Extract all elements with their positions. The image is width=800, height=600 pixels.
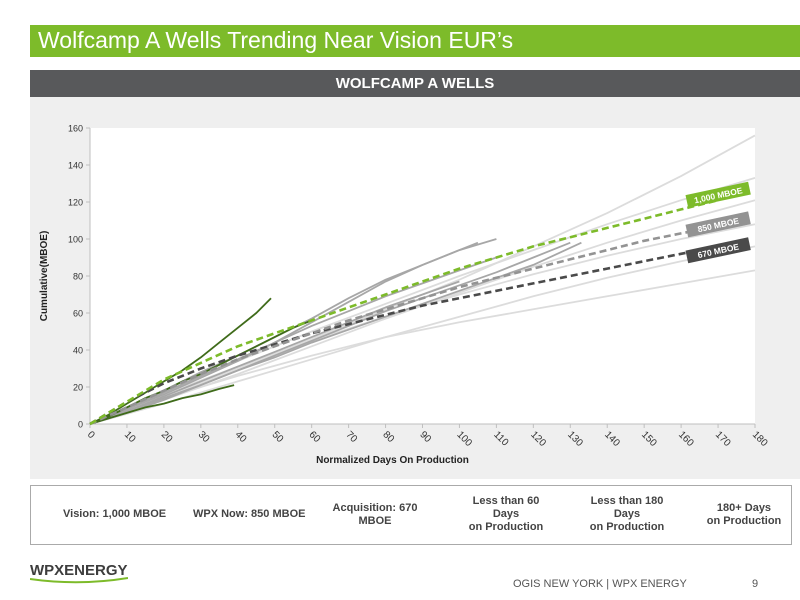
legend-label-vision: Vision: 1,000 MBOE [63, 508, 167, 520]
series-line-lt180 [89, 280, 460, 425]
footer-text: OGIS NEW YORK | WPX ENERGY [513, 578, 687, 590]
x-tick-label: 150 [639, 429, 659, 449]
cumulative-production-chart: 0 20 40 60 80 100 120 140 160 0 10 20 30 40 50 60 70 80 90… [39, 124, 770, 467]
y-tick-label: 20 [73, 383, 83, 393]
series-line-lt180 [89, 241, 582, 425]
x-tick-label: 80 [380, 429, 396, 445]
curve-label-tag [685, 211, 751, 238]
curve-label-tag [685, 237, 751, 264]
legend-label-acquisition: Acquisition: 670 MBOE [332, 502, 418, 527]
x-tick-label: 50 [270, 429, 286, 445]
legend-label-wpx-now: WPX Now: 850 MBOE [193, 508, 306, 520]
legend-item-vision: Vision: 1,000 MBOE [37, 486, 169, 544]
x-tick-label: 140 [602, 429, 622, 449]
legend-item-lt60: Less than 60 Days on Production [443, 486, 553, 544]
series-line-lt180 [89, 256, 497, 425]
y-tick-label: 0 [78, 420, 83, 430]
series-line-lt60 [89, 297, 272, 425]
y-tick-label: 120 [68, 198, 83, 208]
page-number: 9 [752, 578, 759, 590]
x-tick-label: 20 [159, 429, 175, 445]
x-tick-label: 70 [343, 429, 359, 445]
chart-panel: 0 20 40 60 80 100 120 140 160 0 10 20 30 40 50 60 70 80 90… [30, 97, 800, 479]
page-title: Wolfcamp A Wells Trending Near Vision EU… [38, 27, 514, 53]
y-tick-label: 80 [73, 272, 83, 282]
x-tick-label: 180 [750, 429, 770, 449]
legend-item-gt180: 180+ Days on Production [685, 486, 791, 544]
legend-label-gt180: 180+ Days on Production [706, 502, 782, 527]
x-tick-label: 40 [233, 429, 249, 445]
series-line-lt60 [89, 384, 235, 425]
chart-legend: Vision: 1,000 MBOE WPX Now: 850 MBOE Acq… [30, 485, 792, 545]
series-line-wpx_now [89, 224, 719, 426]
x-tick-label: 100 [454, 429, 474, 449]
y-tick-label: 140 [68, 161, 83, 171]
x-tick-label: 30 [196, 429, 212, 445]
curve-label-tag [685, 181, 751, 208]
legend-item-wpx-now: WPX Now: 850 MBOE [169, 486, 309, 544]
series-line-lt180 [89, 241, 479, 425]
x-tick-label: 130 [565, 429, 585, 449]
x-tick-label: 170 [713, 429, 733, 449]
x-tick-label: 90 [417, 429, 433, 445]
series-line-gt180 [89, 245, 756, 425]
legend-item-lt180: Less than 180 Days on Production [559, 486, 679, 544]
series-line-acquisition [89, 245, 719, 426]
x-tick-label: 110 [491, 429, 510, 448]
y-tick-label: 40 [73, 346, 83, 356]
series-line-lt180 [89, 241, 571, 425]
x-tick-label: 120 [528, 429, 548, 449]
x-tick-label: 0 [85, 429, 97, 441]
series-line-vision [89, 198, 719, 426]
section-header: WOLFCAMP A WELLS [30, 70, 800, 97]
y-axis-title: Cumulative(MBOE) [39, 231, 50, 322]
logo-swoosh-icon [30, 577, 128, 584]
series-line-gt180 [89, 269, 756, 425]
y-tick-label: 160 [68, 124, 83, 134]
legend-label-lt180: Less than 180 Days on Production [589, 495, 665, 533]
legend-item-acquisition: Acquisition: 670 MBOE [301, 486, 421, 544]
company-logo: WPXENERGY [30, 562, 128, 579]
y-tick-label: 100 [68, 235, 83, 245]
x-tick-label: 10 [122, 429, 138, 445]
x-tick-label: 160 [676, 429, 696, 449]
legend-label-lt60: Less than 60 Days on Production [468, 495, 544, 533]
x-tick-label: 60 [307, 429, 323, 445]
x-axis-title: Normalized Days On Production [316, 455, 469, 466]
y-tick-label: 60 [73, 309, 83, 319]
title-bar: Wolfcamp A Wells Trending Near Vision EU… [30, 25, 800, 57]
